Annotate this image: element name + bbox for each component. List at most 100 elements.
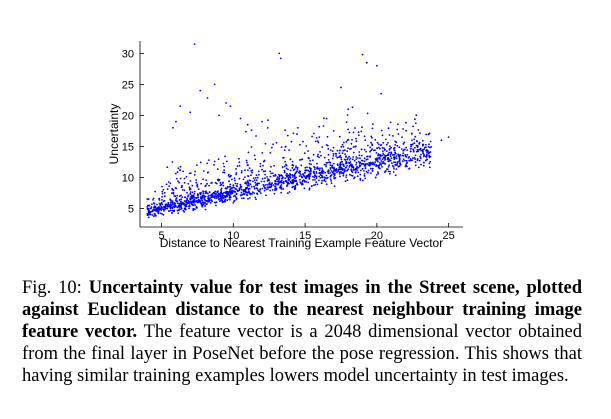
data-point bbox=[191, 196, 194, 199]
data-point bbox=[301, 180, 304, 183]
data-point bbox=[229, 105, 232, 107]
data-point bbox=[419, 157, 422, 160]
data-point bbox=[189, 180, 192, 182]
data-point bbox=[348, 162, 351, 165]
data-point bbox=[318, 156, 320, 159]
data-point bbox=[325, 164, 327, 166]
data-point bbox=[249, 192, 252, 195]
data-point bbox=[202, 190, 205, 193]
data-point bbox=[362, 179, 364, 182]
data-point bbox=[332, 155, 335, 157]
data-point bbox=[178, 195, 181, 198]
data-point bbox=[213, 195, 216, 198]
data-point bbox=[190, 202, 193, 205]
data-point bbox=[210, 193, 213, 196]
data-point bbox=[346, 157, 349, 160]
data-point bbox=[254, 177, 257, 179]
data-point bbox=[254, 196, 257, 199]
data-point bbox=[413, 142, 416, 145]
data-point bbox=[152, 199, 154, 201]
data-point bbox=[265, 194, 267, 197]
data-point bbox=[192, 200, 195, 203]
data-point bbox=[329, 174, 332, 177]
data-point bbox=[164, 195, 166, 198]
data-point bbox=[354, 168, 357, 171]
data-point bbox=[274, 180, 277, 183]
data-point bbox=[208, 199, 211, 202]
data-point bbox=[350, 174, 353, 177]
data-point bbox=[324, 177, 327, 179]
data-point bbox=[355, 156, 358, 158]
data-point bbox=[213, 164, 215, 166]
data-point bbox=[147, 198, 150, 201]
data-point bbox=[297, 126, 299, 129]
data-point bbox=[345, 176, 347, 179]
data-point bbox=[255, 135, 257, 137]
data-point bbox=[283, 165, 286, 168]
data-point bbox=[311, 135, 313, 138]
data-point bbox=[346, 139, 349, 142]
data-point bbox=[265, 188, 268, 191]
data-point bbox=[183, 177, 186, 180]
data-point bbox=[359, 169, 362, 172]
data-point bbox=[352, 156, 355, 158]
data-point bbox=[327, 159, 330, 161]
data-point bbox=[380, 160, 383, 162]
data-point bbox=[325, 117, 328, 120]
data-point bbox=[402, 128, 404, 130]
data-point bbox=[349, 164, 351, 167]
data-point bbox=[398, 146, 401, 149]
data-point bbox=[406, 153, 409, 156]
scatter-chart: 5 10 15 20 25 5 10 15 20 25 30 Distance to Neares… bbox=[107, 41, 463, 250]
y-tick-label: 20 bbox=[122, 110, 134, 122]
data-point bbox=[366, 112, 369, 115]
data-point bbox=[410, 150, 412, 153]
data-point bbox=[394, 140, 397, 143]
data-point bbox=[285, 167, 288, 170]
data-point bbox=[246, 164, 249, 167]
data-point bbox=[325, 165, 327, 168]
data-point bbox=[274, 187, 276, 190]
data-point bbox=[166, 204, 169, 207]
data-point bbox=[324, 171, 327, 174]
data-point bbox=[392, 135, 394, 137]
data-point bbox=[295, 176, 298, 179]
data-point bbox=[209, 197, 212, 199]
data-point bbox=[168, 185, 171, 188]
data-point bbox=[399, 164, 402, 166]
data-point bbox=[388, 164, 391, 167]
data-point bbox=[201, 199, 204, 202]
data-point bbox=[372, 123, 374, 125]
data-point bbox=[263, 189, 266, 192]
data-point bbox=[250, 170, 253, 172]
data-point bbox=[176, 194, 179, 197]
data-point bbox=[396, 161, 399, 164]
caption-bold-text: Uncertainty value for test images in the… bbox=[22, 278, 583, 342]
data-point bbox=[311, 185, 313, 187]
data-point bbox=[365, 150, 367, 153]
data-point bbox=[147, 216, 150, 219]
data-point bbox=[303, 152, 306, 155]
data-point bbox=[315, 177, 318, 180]
data-point bbox=[232, 184, 235, 187]
data-point bbox=[233, 177, 236, 180]
data-point bbox=[250, 129, 253, 132]
data-point bbox=[301, 183, 303, 185]
data-point bbox=[387, 142, 389, 144]
data-point bbox=[363, 175, 366, 177]
data-point bbox=[286, 172, 288, 175]
data-point bbox=[172, 191, 175, 194]
data-point bbox=[236, 183, 239, 185]
data-point bbox=[376, 64, 378, 67]
data-point bbox=[371, 163, 374, 166]
data-point bbox=[355, 140, 358, 143]
data-point bbox=[351, 158, 354, 161]
data-point bbox=[174, 172, 177, 175]
data-point bbox=[200, 182, 203, 185]
data-point bbox=[208, 191, 211, 194]
data-point bbox=[340, 86, 342, 89]
data-point bbox=[288, 178, 291, 181]
data-point bbox=[157, 212, 160, 215]
data-point bbox=[416, 158, 419, 160]
data-point bbox=[171, 212, 173, 214]
